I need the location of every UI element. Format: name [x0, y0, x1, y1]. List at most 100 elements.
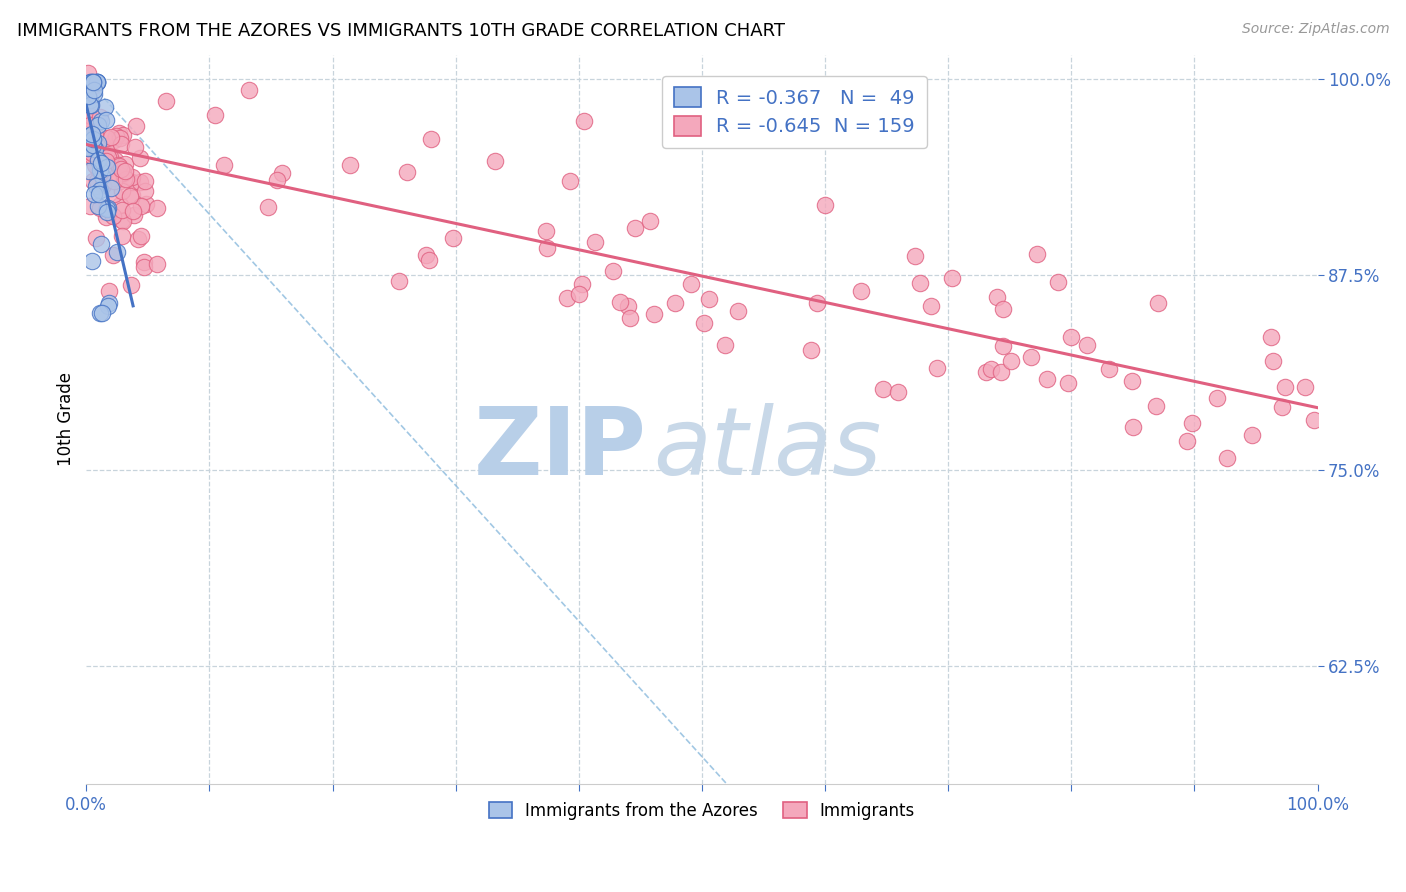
Point	[110, 161, 132, 176]
Point	[872, 383, 894, 397]
Point	[89, 142, 111, 156]
Point	[609, 295, 631, 310]
Point	[111, 184, 134, 198]
Point	[974, 365, 997, 379]
Point	[558, 174, 581, 188]
Point	[980, 361, 1002, 376]
Point	[82, 173, 104, 187]
Point	[79, 199, 101, 213]
Point	[638, 214, 661, 228]
Point	[1121, 374, 1143, 388]
Point	[1098, 361, 1121, 376]
Point	[1036, 372, 1059, 386]
Point	[617, 299, 640, 313]
Point	[80, 146, 103, 161]
Point	[110, 137, 132, 152]
Point	[129, 176, 152, 190]
Point	[572, 113, 595, 128]
Point	[87, 118, 110, 132]
Point	[568, 286, 591, 301]
Point	[94, 113, 117, 128]
Text: ZIP: ZIP	[474, 402, 647, 494]
Text: IMMIGRANTS FROM THE AZORES VS IMMIGRANTS 10TH GRADE CORRELATION CHART: IMMIGRANTS FROM THE AZORES VS IMMIGRANTS…	[17, 22, 785, 40]
Point	[993, 339, 1015, 353]
Point	[93, 178, 115, 192]
Point	[108, 198, 131, 212]
Point	[80, 75, 103, 89]
Point	[90, 114, 112, 128]
Point	[77, 164, 100, 178]
Point	[96, 144, 118, 158]
Point	[1271, 400, 1294, 414]
Point	[111, 165, 134, 179]
Point	[107, 175, 129, 189]
Point	[100, 130, 122, 145]
Point	[89, 110, 111, 124]
Point	[925, 361, 948, 376]
Point	[129, 199, 152, 213]
Point	[128, 151, 150, 165]
Point	[112, 128, 135, 142]
Point	[79, 118, 101, 132]
Point	[1206, 392, 1229, 406]
Point	[1026, 246, 1049, 260]
Point	[86, 174, 108, 188]
Point	[121, 204, 143, 219]
Point	[83, 158, 105, 172]
Point	[87, 199, 110, 213]
Point	[91, 169, 114, 184]
Point	[125, 120, 148, 134]
Point	[692, 316, 714, 330]
Point	[83, 87, 105, 101]
Point	[111, 213, 134, 227]
Point	[727, 303, 749, 318]
Point	[79, 112, 101, 126]
Point	[84, 231, 107, 245]
Point	[80, 98, 103, 112]
Point	[395, 165, 418, 179]
Point	[991, 301, 1014, 316]
Point	[76, 141, 98, 155]
Point	[96, 160, 118, 174]
Point	[134, 174, 156, 188]
Point	[697, 293, 720, 307]
Point	[418, 252, 440, 267]
Point	[339, 158, 361, 172]
Point	[1177, 434, 1199, 449]
Point	[1147, 296, 1170, 310]
Point	[1260, 330, 1282, 344]
Point	[114, 157, 136, 171]
Point	[887, 384, 910, 399]
Point	[920, 298, 942, 312]
Point	[990, 365, 1012, 379]
Point	[79, 75, 101, 89]
Point	[679, 277, 702, 292]
Point	[80, 127, 103, 141]
Point	[1294, 380, 1316, 394]
Point	[82, 128, 104, 142]
Point	[82, 132, 104, 146]
Point	[80, 109, 103, 123]
Point	[132, 255, 155, 269]
Point	[100, 181, 122, 195]
Point	[97, 150, 120, 164]
Point	[86, 75, 108, 89]
Point	[89, 201, 111, 215]
Point	[415, 248, 437, 262]
Point	[904, 249, 927, 263]
Point	[114, 164, 136, 178]
Point	[103, 209, 125, 223]
Point	[814, 198, 837, 212]
Point	[86, 161, 108, 176]
Point	[83, 142, 105, 156]
Point	[107, 158, 129, 172]
Point	[664, 296, 686, 310]
Point	[583, 235, 606, 249]
Point	[83, 187, 105, 202]
Point	[82, 138, 104, 153]
Point	[89, 163, 111, 178]
Point	[87, 136, 110, 151]
Point	[94, 201, 117, 215]
Point	[129, 229, 152, 244]
Point	[79, 93, 101, 107]
